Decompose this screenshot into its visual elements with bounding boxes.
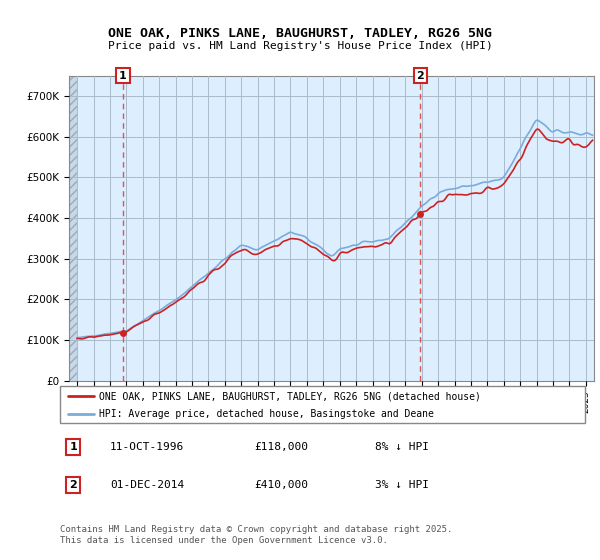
FancyBboxPatch shape: [60, 386, 585, 423]
Text: HPI: Average price, detached house, Basingstoke and Deane: HPI: Average price, detached house, Basi…: [100, 409, 434, 419]
Text: ONE OAK, PINKS LANE, BAUGHURST, TADLEY, RG26 5NG: ONE OAK, PINKS LANE, BAUGHURST, TADLEY, …: [108, 27, 492, 40]
Text: £410,000: £410,000: [254, 480, 308, 490]
Text: 1: 1: [119, 71, 127, 81]
Text: 2: 2: [416, 71, 424, 81]
Text: 3% ↓ HPI: 3% ↓ HPI: [375, 480, 429, 490]
Bar: [69, 76, 77, 381]
Text: 01-DEC-2014: 01-DEC-2014: [110, 480, 184, 490]
Text: Price paid vs. HM Land Registry's House Price Index (HPI): Price paid vs. HM Land Registry's House …: [107, 41, 493, 51]
Text: Contains HM Land Registry data © Crown copyright and database right 2025.
This d: Contains HM Land Registry data © Crown c…: [60, 525, 452, 545]
Text: ONE OAK, PINKS LANE, BAUGHURST, TADLEY, RG26 5NG (detached house): ONE OAK, PINKS LANE, BAUGHURST, TADLEY, …: [100, 391, 481, 401]
Text: 11-OCT-1996: 11-OCT-1996: [110, 442, 184, 452]
Text: 2: 2: [69, 480, 77, 490]
Text: 8% ↓ HPI: 8% ↓ HPI: [375, 442, 429, 452]
Text: £118,000: £118,000: [254, 442, 308, 452]
Text: 1: 1: [69, 442, 77, 452]
